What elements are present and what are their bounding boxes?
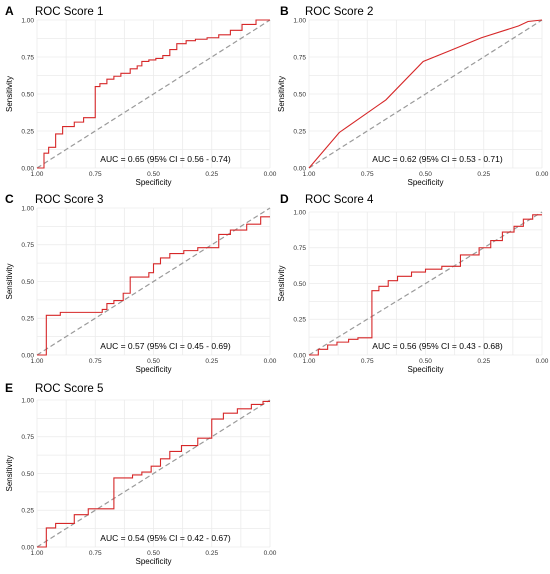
x-tick-label: 0.50 bbox=[147, 171, 160, 178]
panel-title: ROC Score 4 bbox=[305, 194, 374, 206]
x-tick-label: 0.00 bbox=[264, 171, 277, 178]
panel-letter: E bbox=[5, 381, 13, 395]
y-tick-label: 0.50 bbox=[293, 91, 306, 98]
x-tick-label: 1.00 bbox=[31, 358, 44, 365]
roc-curve-line bbox=[37, 19, 270, 169]
x-tick-label: 0.25 bbox=[205, 550, 218, 557]
gridlines bbox=[36, 207, 271, 356]
y-axis-label: Sensitivity bbox=[5, 263, 14, 299]
roc-panel-d: 1.00 0.75 0.50 0.25 0.00 0.00 0.25 0.50 0.75 1.00… bbox=[277, 192, 549, 374]
roc-curve-line bbox=[37, 216, 270, 356]
x-tick-label: 0.00 bbox=[536, 358, 549, 365]
x-tick-label: 0.00 bbox=[264, 550, 277, 557]
x-axis-label: Specificity bbox=[135, 557, 171, 566]
x-tick-label: 1.00 bbox=[303, 171, 316, 178]
panel-letter: C bbox=[5, 192, 14, 206]
x-tick-label: 1.00 bbox=[303, 358, 316, 365]
y-tick-label: 0.75 bbox=[21, 242, 34, 249]
panel-title: ROC Score 5 bbox=[35, 383, 103, 395]
y-tick-label: 0.00 bbox=[293, 165, 306, 172]
panel-letter: B bbox=[280, 4, 289, 18]
auc-annotation: AUC = 0.56 (95% CI = 0.43 - 0.68) bbox=[372, 341, 503, 351]
auc-annotation: AUC = 0.65 (95% CI = 0.56 - 0.74) bbox=[100, 154, 231, 164]
x-tick-label: 0.25 bbox=[205, 358, 218, 365]
roc-panel-a: 1.00 0.75 0.50 0.25 0.00 0.00 0.25 0.50 0.75 1.00… bbox=[5, 4, 277, 187]
y-tick-label: 0.50 bbox=[21, 91, 34, 98]
y-tick-label: 0.25 bbox=[21, 128, 34, 135]
y-axis-label: Sensitivity bbox=[277, 265, 286, 301]
y-tick-label: 1.00 bbox=[21, 17, 34, 24]
x-tick-label: 1.00 bbox=[31, 171, 44, 178]
y-tick-label: 0.50 bbox=[21, 471, 34, 478]
y-tick-label: 0.75 bbox=[293, 54, 306, 61]
x-tick-label: 0.75 bbox=[89, 550, 102, 557]
y-tick-label: 0.50 bbox=[21, 279, 34, 286]
chance-diagonal-line bbox=[36, 19, 271, 169]
y-tick-label: 0.25 bbox=[21, 316, 34, 323]
x-tick-label: 0.75 bbox=[361, 171, 374, 178]
x-tick-label: 0.50 bbox=[419, 358, 432, 365]
gridlines bbox=[308, 19, 543, 169]
y-axis-label: Sensitivity bbox=[5, 455, 14, 491]
x-tick-label: 1.00 bbox=[31, 550, 44, 557]
x-tick-label: 0.25 bbox=[477, 358, 490, 365]
chance-diagonal-line bbox=[36, 399, 271, 548]
y-tick-label: 1.00 bbox=[293, 17, 306, 24]
roc-curve-line bbox=[309, 214, 542, 356]
panel-title: ROC Score 2 bbox=[305, 6, 373, 18]
x-tick-label: 0.50 bbox=[419, 171, 432, 178]
x-tick-label: 0.25 bbox=[477, 171, 490, 178]
x-tick-label: 0.50 bbox=[147, 358, 160, 365]
auc-annotation: AUC = 0.57 (95% CI = 0.45 - 0.69) bbox=[100, 341, 231, 351]
x-tick-label: 0.25 bbox=[205, 171, 218, 178]
roc-panel-c: 1.00 0.75 0.50 0.25 0.00 0.00 0.25 0.50 0.75 1.00… bbox=[5, 192, 277, 374]
panel-letter: D bbox=[280, 192, 289, 206]
y-tick-label: 0.00 bbox=[21, 544, 34, 551]
y-tick-label: 0.75 bbox=[21, 54, 34, 61]
x-tick-label: 0.75 bbox=[89, 171, 102, 178]
x-tick-label: 0.75 bbox=[361, 358, 374, 365]
roc-curve-line bbox=[308, 19, 543, 169]
y-axis-label: Sensitivity bbox=[277, 76, 286, 112]
y-tick-label: 0.25 bbox=[293, 317, 306, 324]
y-tick-label: 0.75 bbox=[293, 245, 306, 252]
y-tick-label: 0.00 bbox=[21, 352, 34, 359]
y-tick-label: 0.00 bbox=[21, 165, 34, 172]
auc-annotation: AUC = 0.62 (95% CI = 0.53 - 0.71) bbox=[372, 154, 503, 164]
y-tick-label: 1.00 bbox=[293, 209, 306, 216]
x-axis-label: Specificity bbox=[407, 178, 443, 187]
panel-title: ROC Score 1 bbox=[35, 6, 103, 18]
x-axis-label: Specificity bbox=[407, 365, 443, 374]
roc-curve-line bbox=[37, 400, 270, 548]
y-tick-label: 1.00 bbox=[21, 205, 34, 212]
y-tick-label: 0.25 bbox=[21, 508, 34, 515]
x-tick-label: 0.00 bbox=[264, 358, 277, 365]
panel-title: ROC Score 3 bbox=[35, 194, 103, 206]
x-tick-label: 0.00 bbox=[536, 171, 549, 178]
x-axis-label: Specificity bbox=[135, 178, 171, 187]
chance-diagonal-line bbox=[308, 19, 543, 169]
panel-letter: A bbox=[5, 4, 14, 18]
y-tick-label: 0.50 bbox=[293, 281, 306, 288]
chance-diagonal-line bbox=[308, 211, 543, 356]
x-tick-label: 0.75 bbox=[89, 358, 102, 365]
auc-annotation: AUC = 0.54 (95% CI = 0.42 - 0.67) bbox=[100, 533, 231, 543]
y-tick-label: 1.00 bbox=[21, 397, 34, 404]
y-tick-label: 0.25 bbox=[293, 128, 306, 135]
y-tick-label: 0.75 bbox=[21, 434, 34, 441]
roc-panel-e: 1.00 0.75 0.50 0.25 0.00 0.00 0.25 0.50 0.75 1.00… bbox=[5, 381, 277, 566]
x-tick-label: 0.50 bbox=[147, 550, 160, 557]
roc-panel-b: 1.00 0.75 0.50 0.25 0.00 0.00 0.25 0.50 0.75 1.00… bbox=[277, 4, 549, 187]
gridlines bbox=[308, 211, 543, 356]
y-axis-label: Sensitivity bbox=[5, 76, 14, 112]
chance-diagonal-line bbox=[36, 207, 271, 356]
y-tick-label: 0.00 bbox=[293, 352, 306, 359]
x-axis-label: Specificity bbox=[135, 365, 171, 374]
